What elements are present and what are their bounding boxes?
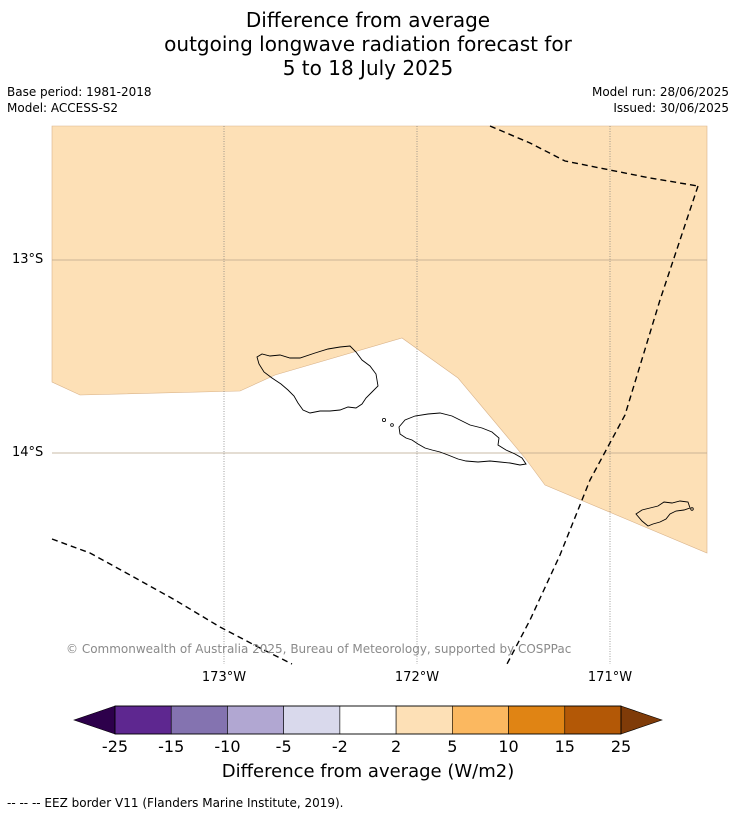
colorbar-tick-0: -25 <box>101 737 129 756</box>
lat-label-13s: 13°S <box>12 252 44 267</box>
lon-label-172w: 172°W <box>394 670 440 685</box>
colorbar-tick-6: 5 <box>447 737 458 756</box>
colorbar-tick-2: -10 <box>214 737 241 756</box>
issued-date: Issued: 30/06/2025 <box>613 101 729 115</box>
colorbar-tick-8: 15 <box>554 737 575 756</box>
island-apolima <box>381 417 386 422</box>
meta-left: Base period: 1981-2018 Model: ACCESS-S2 <box>7 84 152 116</box>
base-period: Base period: 1981-2018 <box>7 85 152 99</box>
colorbar-extend-high <box>620 705 663 735</box>
colorbar-tick-7: 10 <box>498 737 519 756</box>
island-upolu <box>398 412 527 466</box>
meta-right: Model run: 28/06/2025 Issued: 30/06/2025 <box>592 84 729 116</box>
colorbar-block-8 <box>564 705 622 735</box>
colorbar-tick-9: 25 <box>610 737 632 756</box>
lon-label-171w: 171°W <box>587 670 633 685</box>
map-title: Difference from average outgoing longwav… <box>0 8 736 80</box>
colorbar-block-4 <box>339 705 397 735</box>
title-line-1: Difference from average <box>245 8 491 32</box>
colorbar-block-3 <box>283 705 341 735</box>
island-tutuila <box>635 500 691 527</box>
colorbar-tick-5: 2 <box>391 737 402 756</box>
model-run: Model run: 28/06/2025 <box>591 85 729 99</box>
anomaly-region <box>51 125 708 554</box>
colorbar-tick-4: -2 <box>331 737 348 756</box>
colorbar-tick-3: -5 <box>275 737 292 756</box>
island-savaii <box>256 345 379 414</box>
eez-border-east <box>506 185 699 665</box>
colorbar-block-6 <box>452 705 509 735</box>
colorbar-block-1 <box>170 705 228 735</box>
island-manono <box>390 423 394 427</box>
eez-border-southwest <box>51 538 293 665</box>
colorbar-frame <box>114 705 622 735</box>
lat-label-14s: 14°S <box>12 445 44 460</box>
colorbar-extend-low <box>73 705 116 735</box>
eez-legend: -- -- -- EEZ border V11 (Flanders Marine… <box>7 796 344 810</box>
colorbar-block-2 <box>227 705 284 735</box>
colorbar-block-5 <box>395 705 453 735</box>
colorbar-tick-1: -15 <box>158 737 185 756</box>
title-line-3: 5 to 18 July 2025 <box>282 56 454 80</box>
eez-border-north <box>489 125 699 187</box>
colorbar-block-7 <box>508 705 566 735</box>
colorbar-block-0 <box>114 705 172 735</box>
colorbar-label: Difference from average (W/m2) <box>221 761 515 782</box>
lon-label-173w: 173°W <box>201 670 247 685</box>
model-name: Model: ACCESS-S2 <box>7 101 119 115</box>
copyright-notice: © Commonwealth of Australia 2025, Bureau… <box>66 642 572 656</box>
island-aunuu <box>690 507 694 511</box>
title-line-2: outgoing longwave radiation forecast for <box>164 32 572 56</box>
colorbar <box>73 705 663 735</box>
